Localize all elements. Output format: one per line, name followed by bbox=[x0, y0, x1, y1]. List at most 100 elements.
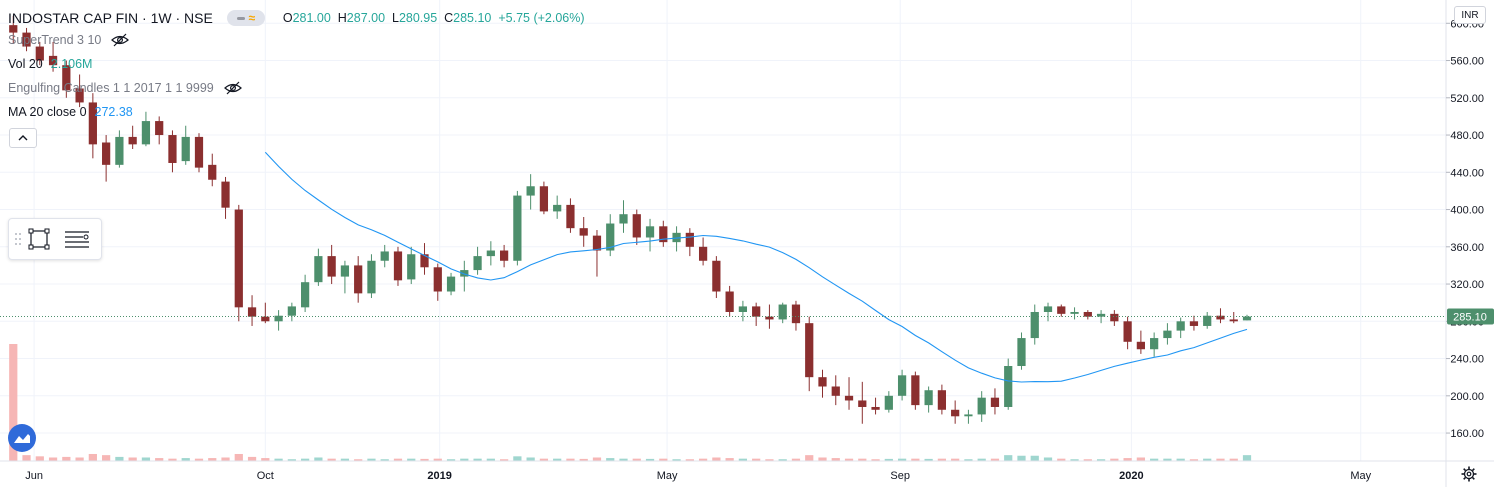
volume-bar bbox=[818, 457, 827, 461]
volume-bar bbox=[513, 456, 522, 461]
price-tick-label: 320.00 bbox=[1450, 279, 1484, 291]
volume-bar bbox=[1242, 455, 1252, 461]
candle-body bbox=[752, 306, 761, 317]
candle-body bbox=[844, 395, 854, 401]
candle-body bbox=[433, 267, 442, 292]
indicator-engulfing[interactable]: Engulfing Candles 1 1 2017 1 1 9999 bbox=[8, 79, 242, 97]
candle-body bbox=[897, 375, 907, 396]
currency-label[interactable]: INR bbox=[1454, 6, 1486, 24]
ohlc-open: O281.00 bbox=[282, 11, 331, 25]
volume-bar bbox=[168, 458, 177, 461]
volume-bar bbox=[9, 344, 18, 461]
volume-bar bbox=[128, 457, 137, 461]
candle-body bbox=[619, 214, 628, 224]
volume-bar bbox=[778, 459, 787, 461]
drawing-toolbar bbox=[8, 218, 102, 260]
last-price-text: 285.10 bbox=[1453, 312, 1487, 324]
candle-body bbox=[208, 164, 217, 180]
market-status-pill[interactable]: ≈ bbox=[226, 10, 265, 26]
candle-body bbox=[805, 323, 814, 378]
candle-body bbox=[247, 307, 257, 317]
rectangle-icon bbox=[28, 228, 50, 250]
time-axis[interactable]: Jun Oct 2019 May Sep 2020 May bbox=[0, 460, 1494, 482]
volume-bar bbox=[261, 458, 270, 461]
time-tick-label: Jun bbox=[25, 470, 43, 482]
candle-body bbox=[1150, 338, 1159, 350]
indicator-volume[interactable]: Vol 20 2.106M bbox=[8, 55, 92, 73]
candle-body bbox=[287, 306, 296, 316]
price-axis[interactable]: 600.00560.00520.00480.00440.00400.00360.… bbox=[1445, 0, 1484, 487]
tradingview-logo[interactable] bbox=[8, 424, 36, 452]
volume-bar bbox=[208, 458, 217, 461]
indicator-supertrend[interactable]: SuperTrend 3 10 bbox=[8, 31, 130, 49]
time-tick-label: 2019 bbox=[427, 470, 451, 482]
candle-body bbox=[1176, 321, 1185, 331]
candle-body bbox=[884, 395, 893, 410]
indicator-ma[interactable]: MA 20 close 0 272.38 bbox=[8, 103, 133, 121]
volume-bar bbox=[35, 456, 44, 461]
eye-off-icon[interactable] bbox=[223, 81, 242, 95]
lines-settings-icon bbox=[65, 231, 89, 248]
candle-body bbox=[858, 400, 867, 407]
candle-body bbox=[951, 409, 960, 417]
volume-bar bbox=[964, 459, 973, 461]
ohlc-change: +5.75 (+2.06%) bbox=[498, 11, 585, 25]
volume-bar bbox=[1030, 455, 1039, 461]
volume-bar bbox=[301, 458, 310, 461]
candle-body bbox=[738, 306, 748, 312]
price-tick-label: 200.00 bbox=[1450, 391, 1484, 403]
collapse-legend-button[interactable] bbox=[9, 128, 37, 148]
candle-body bbox=[579, 228, 588, 236]
candle-body bbox=[1203, 315, 1212, 326]
volume-bar bbox=[712, 457, 721, 461]
candle-body bbox=[1110, 313, 1119, 322]
price-tick-label: 400.00 bbox=[1450, 205, 1484, 217]
candle-body bbox=[911, 375, 920, 406]
volume-bar bbox=[685, 459, 694, 461]
gear-icon[interactable] bbox=[1461, 466, 1477, 482]
volume-bar bbox=[897, 458, 907, 461]
candle-body bbox=[937, 390, 947, 410]
candle-body bbox=[22, 32, 31, 47]
volume-bar bbox=[791, 458, 801, 461]
volume-bar bbox=[539, 458, 549, 461]
volume-bar bbox=[725, 458, 734, 461]
volume-bar bbox=[632, 458, 641, 461]
volume-bar bbox=[1070, 459, 1079, 461]
candle-body bbox=[672, 232, 681, 243]
candle-body bbox=[115, 136, 124, 165]
volume-bar bbox=[1110, 458, 1119, 461]
volume-bar bbox=[433, 458, 442, 461]
settings-lines-button[interactable] bbox=[61, 223, 93, 255]
eye-off-icon[interactable] bbox=[111, 33, 130, 47]
time-tick-label: May bbox=[657, 470, 678, 482]
candle-body bbox=[1083, 311, 1092, 317]
candle-body bbox=[155, 121, 164, 136]
volume-bar bbox=[1163, 458, 1172, 461]
volume-bar bbox=[911, 458, 920, 461]
candle-body bbox=[659, 226, 668, 243]
rectangle-tool-button[interactable] bbox=[23, 223, 55, 255]
drag-handle-icon[interactable] bbox=[13, 229, 23, 249]
volume-bar bbox=[579, 458, 588, 461]
ohlc-close: C285.10 bbox=[444, 11, 492, 25]
volume-bar bbox=[1189, 459, 1199, 461]
volume-bar bbox=[606, 458, 615, 461]
candle-body bbox=[354, 265, 363, 294]
candle-body bbox=[1136, 341, 1145, 350]
volume-bar bbox=[871, 459, 880, 461]
volume-bar bbox=[844, 458, 854, 461]
candle-body bbox=[460, 270, 469, 277]
candle-body bbox=[871, 406, 880, 410]
volume-bar bbox=[446, 459, 456, 461]
volume-bar bbox=[990, 458, 1000, 461]
dash-icon bbox=[236, 16, 245, 20]
candle-body bbox=[791, 304, 801, 324]
candle-body bbox=[712, 260, 721, 292]
volume-bar bbox=[924, 458, 933, 461]
volume-bar bbox=[48, 457, 58, 461]
candle-body bbox=[818, 377, 827, 387]
symbol-title[interactable]: INDOSTAR CAP FIN · 1W · NSE bbox=[8, 10, 213, 26]
volume-bar bbox=[354, 459, 363, 461]
